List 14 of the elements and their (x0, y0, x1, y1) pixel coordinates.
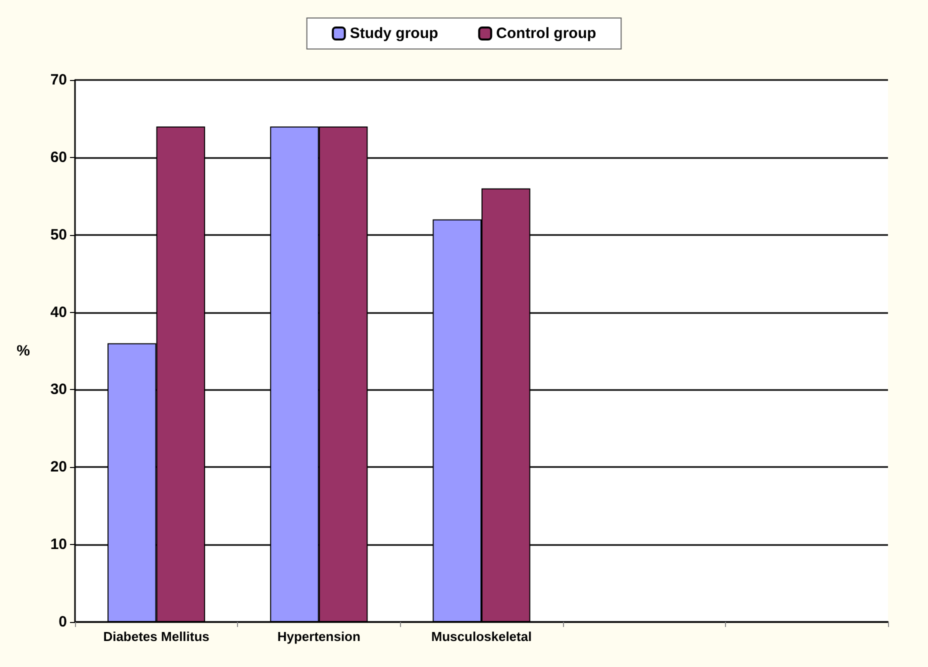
x-tick-label: Hypertension (277, 629, 360, 644)
y-tick-label: 20 (50, 458, 67, 476)
legend-label: Study group (350, 25, 438, 42)
y-tick-label: 40 (50, 304, 67, 321)
x-tick-label: Diabetes Mellitus (103, 629, 210, 644)
y-axis-title: % (16, 342, 30, 360)
y-tick-label: 70 (50, 72, 67, 88)
y-tick-label: 10 (50, 536, 67, 554)
x-tick-label: Musculoskeletal (431, 629, 532, 644)
legend-label: Control group (496, 25, 596, 42)
y-tick-label: 30 (50, 381, 67, 398)
y-tick-label: 0 (58, 614, 67, 630)
y-tick-label: 50 (50, 226, 67, 244)
y-tick-label: 60 (50, 148, 67, 166)
